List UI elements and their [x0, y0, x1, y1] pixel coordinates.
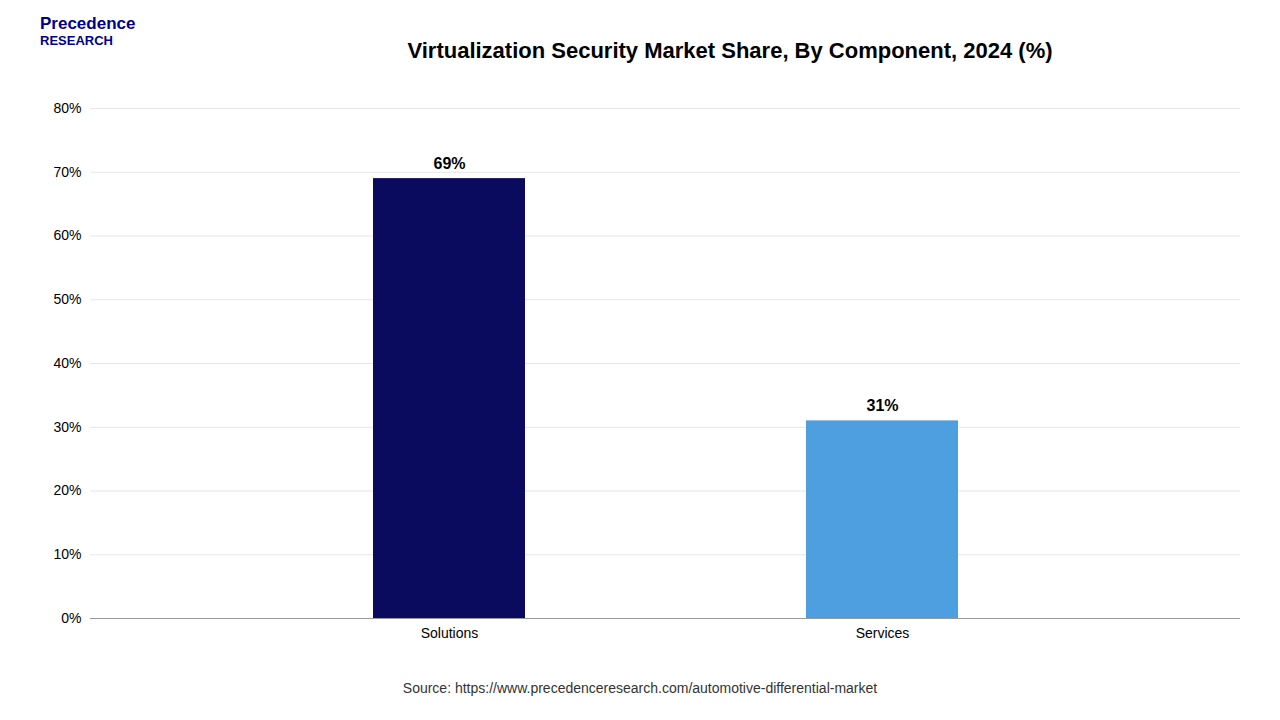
- svg-text:60%: 60%: [53, 227, 81, 243]
- svg-text:70%: 70%: [53, 164, 81, 180]
- html-text:RESEARCH: RESEARCH: [40, 32, 113, 48]
- svg-text:30%: 30%: [53, 419, 81, 435]
- svg-text:80%: 80%: [53, 100, 81, 116]
- svg-text:40%: 40%: [53, 355, 81, 371]
- svg-text:0%: 0%: [61, 610, 81, 626]
- html-text:Precedence: Precedence: [40, 14, 136, 33]
- svg-text:Services: Services: [856, 625, 910, 641]
- svg-text:50%: 50%: [53, 291, 81, 307]
- svg-text:10%: 10%: [53, 546, 81, 562]
- svg-text:69%: 69%: [433, 155, 465, 172]
- svg-text:20%: 20%: [53, 482, 81, 498]
- html-text:Virtualization Security Market: Virtualization Security Market Share, By…: [407, 38, 1053, 63]
- html-text:Source: https://www.precedence: Source: https://www.precedenceresearch.c…: [402, 680, 878, 696]
- svg-text:31%: 31%: [866, 397, 898, 414]
- svg-text:Solutions: Solutions: [421, 625, 479, 641]
